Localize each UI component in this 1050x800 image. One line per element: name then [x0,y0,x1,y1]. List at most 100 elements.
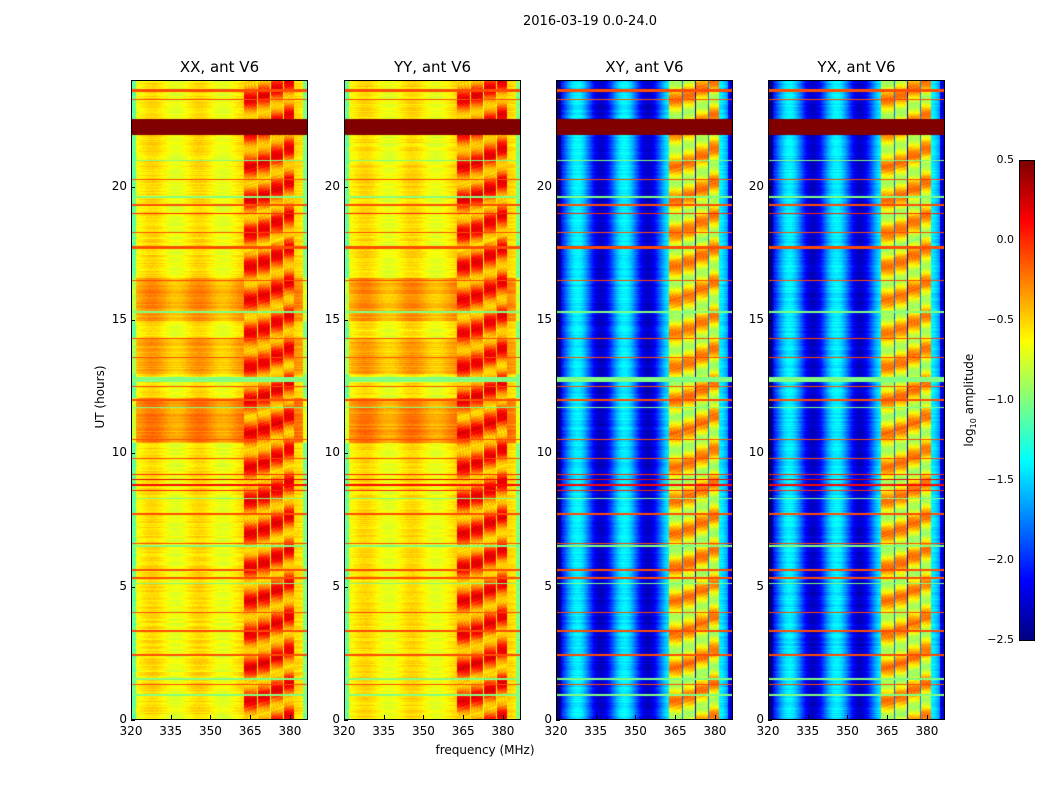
x-tick-mark [423,715,425,719]
y-tick-mark [556,453,560,455]
x-tick-mark [556,715,557,719]
x-tick-label: 365 [875,724,899,738]
heatmap-panel-1 [344,80,521,720]
colorbar [1019,160,1035,641]
y-tick-label: 20 [748,178,764,193]
x-tick-label: 365 [663,724,687,738]
y-tick-label: 10 [748,445,764,460]
x-tick-mark [926,715,928,719]
x-tick-mark [807,715,809,719]
x-tick-mark [344,715,345,719]
y-tick-label: 0 [332,712,340,726]
y-tick-mark [556,720,560,721]
x-tick-label: 350 [199,724,222,738]
x-tick-mark [210,715,212,719]
heatmap-image [132,81,307,719]
y-tick-label: 15 [111,312,127,326]
x-tick-label: 380 [915,724,939,738]
y-tick-label: 15 [324,312,340,326]
y-tick-mark [344,586,348,588]
colorbar-gradient [1020,161,1034,640]
y-tick-label: 20 [111,178,127,193]
panel-title-1: YY, ant V6 [393,58,471,76]
heatmap-panel-3 [768,80,945,720]
x-tick-mark [768,715,769,719]
x-tick-mark [847,715,849,719]
heatmap-panel-2 [556,80,733,720]
panel-title-3: YX, ant V6 [817,58,896,76]
colorbar-label-sub: 10 [969,418,979,429]
y-tick-mark [768,186,772,188]
colorbar-label-suffix: amplitude [961,353,976,419]
x-tick-mark [887,715,889,719]
y-tick-mark [131,320,135,321]
y-tick-mark [768,320,772,321]
x-tick-label: 320 [119,724,143,738]
y-tick-label: 10 [324,445,340,460]
y-tick-mark [131,453,135,455]
x-tick-label: 335 [796,724,820,738]
y-tick-mark [556,320,560,321]
x-tick-label: 380 [703,724,727,738]
y-tick-mark [344,720,348,721]
x-tick-label: 365 [238,724,262,738]
y-tick-mark [344,453,348,455]
x-tick-mark [170,715,172,719]
y-tick-label: 5 [119,578,127,593]
y-tick-mark [131,186,135,188]
y-tick-label: 10 [111,445,127,460]
colorbar-tick-label: 0.5 [996,153,1015,166]
colorbar-label-log: log [961,428,976,447]
y-tick-label: 20 [536,178,552,193]
colorbar-tick-label: −2.0 [987,553,1014,566]
x-tick-mark [502,715,504,719]
y-axis-label: UT (hours) [93,365,107,429]
y-tick-label: 0 [544,712,552,726]
x-tick-mark [675,715,677,719]
y-tick-label: 5 [756,578,764,593]
y-tick-label: 20 [324,178,340,193]
figure-title: 2016-03-19 0.0-24.0 [523,14,657,29]
x-tick-mark [383,715,385,719]
x-tick-label: 320 [332,724,356,738]
x-tick-label: 380 [491,724,515,738]
y-tick-label: 5 [332,578,340,593]
x-tick-label: 335 [159,724,183,738]
x-tick-label: 335 [372,724,396,738]
panel-title-2: XY, ant V6 [605,58,684,76]
colorbar-tick-label: −1.0 [987,393,1014,406]
y-tick-label: 10 [536,445,552,460]
x-tick-mark [289,715,291,719]
colorbar-tick-label: 0.0 [996,233,1015,246]
y-tick-label: 15 [536,312,552,326]
x-tick-label: 320 [756,724,780,738]
y-tick-label: 0 [119,712,127,726]
x-tick-label: 380 [278,724,302,738]
y-tick-label: 5 [544,578,552,593]
y-tick-mark [556,586,560,588]
x-tick-mark [250,715,252,719]
x-tick-mark [131,715,132,719]
heatmap-image [769,81,944,719]
x-tick-label: 350 [412,724,435,738]
x-tick-mark [635,715,637,719]
panel-title-0: XX, ant V6 [179,58,260,76]
colorbar-tick-label: −2.5 [987,633,1014,646]
x-tick-label: 365 [451,724,475,738]
colorbar-tick-label: −1.5 [987,473,1014,486]
x-tick-label: 350 [624,724,647,738]
y-tick-mark [131,586,135,588]
y-tick-mark [344,186,348,188]
x-tick-label: 320 [544,724,568,738]
colorbar-tick-label: −0.5 [987,313,1014,326]
y-tick-label: 15 [748,312,764,326]
y-tick-label: 0 [756,712,764,726]
heatmap-image [557,81,732,719]
y-tick-mark [768,586,772,588]
x-tick-label: 350 [836,724,859,738]
y-tick-mark [768,453,772,455]
x-tick-mark [463,715,465,719]
x-tick-mark [714,715,716,719]
y-tick-mark [556,186,560,188]
